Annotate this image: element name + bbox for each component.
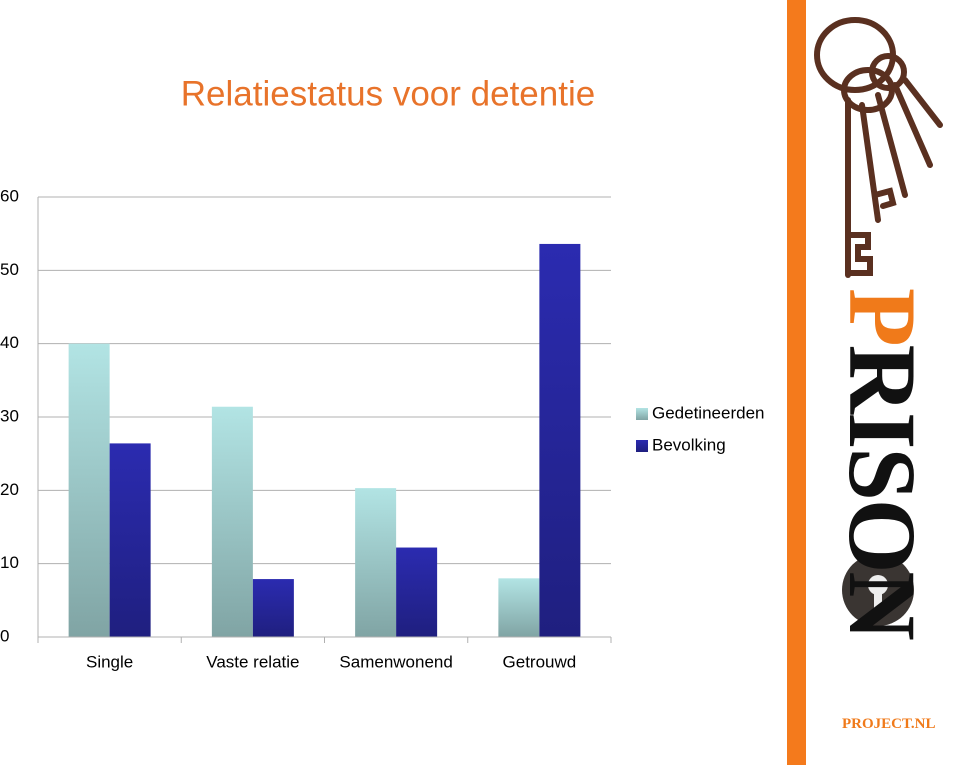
y-tick-label: 0: [0, 626, 9, 645]
bar: [355, 488, 397, 637]
x-tick-label: Vaste relatie: [206, 652, 299, 671]
bar: [498, 578, 540, 637]
y-tick-label: 50: [0, 260, 19, 279]
bar: [68, 343, 110, 637]
y-tick-label: 10: [0, 553, 19, 572]
keys-illustration: [814, 17, 943, 278]
legend-swatch: [636, 440, 648, 452]
logo-word: PRISON: [829, 288, 936, 639]
legend-label: Bevolking: [652, 435, 726, 454]
legend-swatch: [636, 408, 648, 420]
bar: [109, 443, 151, 637]
bar: [396, 547, 438, 637]
orange-stripe: [787, 0, 806, 765]
y-tick-label: 60: [0, 186, 19, 205]
chart-title: Relatiestatus voor detentie: [181, 74, 595, 113]
bar: [252, 579, 294, 637]
logo-subtext: PROJECT.NL: [842, 716, 936, 732]
keyhole-hole: [868, 575, 888, 595]
x-tick-label: Single: [86, 652, 133, 671]
bar: [211, 406, 253, 637]
keyhole-slot: [874, 590, 882, 610]
y-tick-label: 20: [0, 480, 19, 499]
y-tick-label: 30: [0, 406, 19, 425]
y-tick-label: 40: [0, 333, 19, 352]
bar: [539, 243, 581, 637]
x-tick-label: Getrouwd: [503, 652, 577, 671]
legend-label: Gedetineerden: [652, 403, 764, 422]
x-tick-label: Samenwonend: [339, 652, 452, 671]
